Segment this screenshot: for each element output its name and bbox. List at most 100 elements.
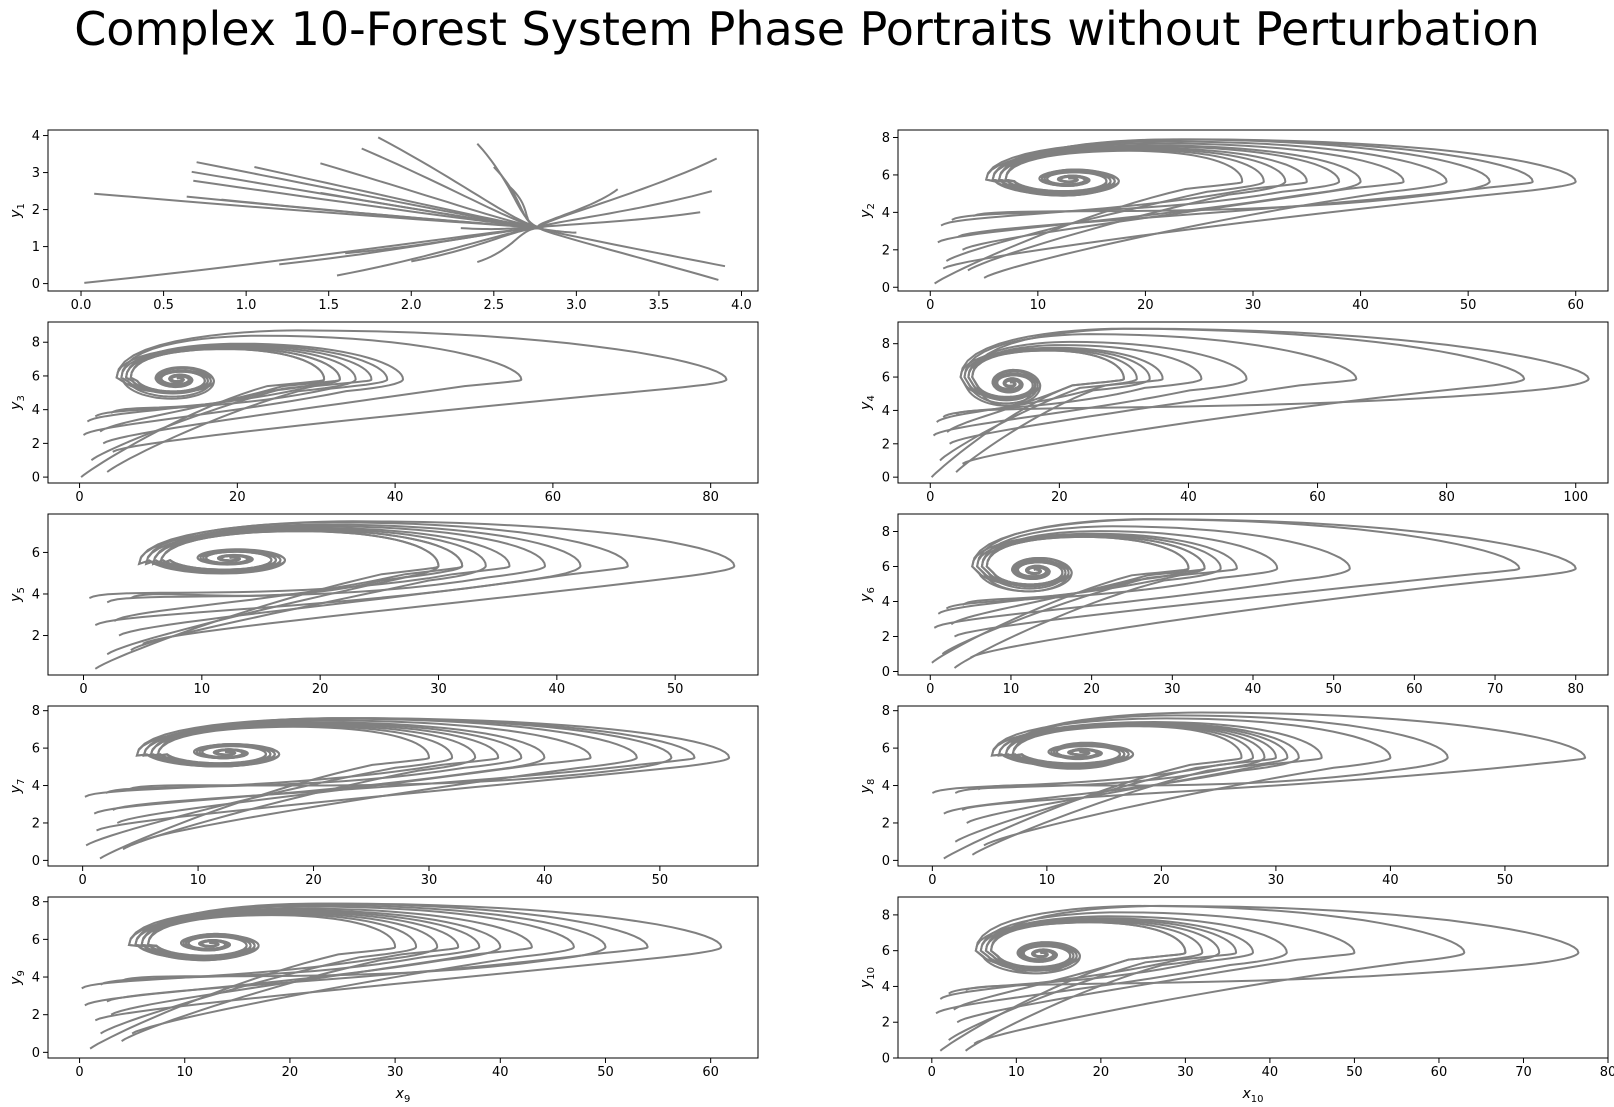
trajectory-group <box>931 711 1587 860</box>
trajectory-line <box>112 329 728 453</box>
y-tick-label: 4 <box>32 779 40 794</box>
y-tick-label: 8 <box>32 895 40 910</box>
x-tick-label: 20 <box>282 1065 299 1080</box>
y-tick-label: 2 <box>882 437 890 452</box>
x-tick-label: 30 <box>1164 682 1181 697</box>
x-tick-label: 20 <box>229 490 246 505</box>
y-axis-label-subscript: 2 <box>866 203 877 209</box>
trajectory-line <box>950 534 1206 626</box>
y-axis-label-subscript: 1 <box>16 203 27 209</box>
y-tick-label: 8 <box>882 131 890 146</box>
y-tick-label: 2 <box>882 243 890 258</box>
y-tick-label: 0 <box>882 471 890 486</box>
x-tick-label: 30 <box>1268 873 1285 888</box>
x-tick-label: 80 <box>1567 682 1584 697</box>
trajectory-group <box>84 136 726 284</box>
trajectory-line <box>89 914 397 1050</box>
y-tick-label: 0 <box>882 665 890 680</box>
axes-frame <box>47 129 759 292</box>
x-tick-label: 60 <box>1309 490 1326 505</box>
x-tick-label: 30 <box>421 873 438 888</box>
x-tick-label: 0.0 <box>71 298 92 313</box>
x-tick-label: 30 <box>1177 1065 1194 1080</box>
trajectory-line <box>320 162 544 230</box>
trajectory-line <box>135 717 638 843</box>
y-tick-label: 0 <box>882 854 890 869</box>
trajectory-line <box>84 226 544 284</box>
trajectory-group <box>934 138 1577 285</box>
x-tick-label: 10 <box>194 682 211 697</box>
x-tick-label: 30 <box>430 682 447 697</box>
y-tick-label: 2 <box>882 630 890 645</box>
x-tick-label: 20 <box>1093 1065 1110 1080</box>
x-tick-label: 20 <box>1083 682 1100 697</box>
axes-frame <box>897 321 1609 484</box>
x-tick-label: 4.0 <box>731 298 752 313</box>
phase-panel-5: 0 10 20 30 40 50 2 4 6 y5 <box>8 513 759 697</box>
trajectory-line <box>961 711 1587 811</box>
y-tick-label: 6 <box>882 742 890 757</box>
y-axis-label-subscript: 4 <box>866 395 877 401</box>
y-tick-label: 4 <box>32 587 40 602</box>
x-tick-label: 40 <box>1245 682 1262 697</box>
phase-panel-3: 0 20 40 60 80 0 2 4 6 8 y3 <box>8 321 759 505</box>
y-tick-label: 2 <box>32 816 40 831</box>
y-tick-label: 2 <box>882 1016 890 1031</box>
y-axis-label: y3 <box>8 395 27 411</box>
y-tick-label: 6 <box>882 560 890 575</box>
x-tick-label: 0 <box>926 298 934 313</box>
y-axis-label-subscript: 5 <box>16 587 27 593</box>
y-axis-label: y4 <box>858 395 877 411</box>
x-tick-label: 3.0 <box>566 298 587 313</box>
x-tick-label: 60 <box>702 1065 719 1080</box>
trajectory-line <box>127 905 575 1035</box>
trajectory-line <box>509 186 544 230</box>
y-tick-label: 6 <box>32 742 40 757</box>
x-tick-label: 20 <box>1137 298 1154 313</box>
x-tick-label: 50 <box>667 682 684 697</box>
x-tick-label: 50 <box>1346 1065 1363 1080</box>
x-tick-label: 40 <box>1180 490 1197 505</box>
x-tick-label: 20 <box>1051 490 1068 505</box>
phase-panel-7: 0 10 20 30 40 50 0 2 4 6 8 y7 <box>8 704 759 888</box>
y-tick-label: 0 <box>882 281 890 296</box>
x-axis-label-subscript: 9 <box>404 1094 410 1105</box>
y-axis-label-subscript: 3 <box>16 395 27 401</box>
y-tick-label: 6 <box>882 168 890 183</box>
y-tick-label: 4 <box>882 595 890 610</box>
x-tick-label: 0 <box>928 873 936 888</box>
trajectory-group <box>84 717 731 860</box>
x-axis-label: x9 <box>395 1086 411 1105</box>
y-tick-label: 0 <box>32 277 40 292</box>
y-tick-label: 4 <box>882 779 890 794</box>
x-tick-label: 10 <box>1039 873 1056 888</box>
y-tick-label: 8 <box>882 337 890 352</box>
trajectory-line <box>460 226 544 231</box>
x-tick-label: 60 <box>1406 682 1423 697</box>
x-tick-label: 10 <box>1030 298 1047 313</box>
x-tick-label: 40 <box>549 682 566 697</box>
x-tick-label: 10 <box>1008 1065 1025 1080</box>
x-axis-label-subscript: 10 <box>1251 1094 1264 1105</box>
trajectory-line <box>320 191 544 230</box>
x-tick-label: 2.5 <box>483 298 504 313</box>
y-axis-label-subscript: 8 <box>866 779 877 785</box>
x-tick-label: 50 <box>1460 298 1477 313</box>
x-tick-label: 40 <box>1262 1065 1279 1080</box>
x-tick-label: 40 <box>387 490 404 505</box>
x-tick-label: 40 <box>536 873 553 888</box>
y-tick-label: 2 <box>32 629 40 644</box>
y-tick-label: 4 <box>32 403 40 418</box>
y-axis-label: y8 <box>858 779 877 795</box>
y-axis-label: y7 <box>8 779 27 795</box>
x-tick-label: 10 <box>176 1065 193 1080</box>
x-tick-label: 50 <box>597 1065 614 1080</box>
axes-frame <box>897 896 1609 1059</box>
x-tick-label: 0 <box>926 682 934 697</box>
x-tick-label: 20 <box>312 682 329 697</box>
trajectory-line <box>538 190 713 230</box>
y-tick-label: 2 <box>32 203 40 218</box>
x-tick-label: 0.5 <box>153 298 174 313</box>
y-tick-label: 6 <box>882 371 890 386</box>
